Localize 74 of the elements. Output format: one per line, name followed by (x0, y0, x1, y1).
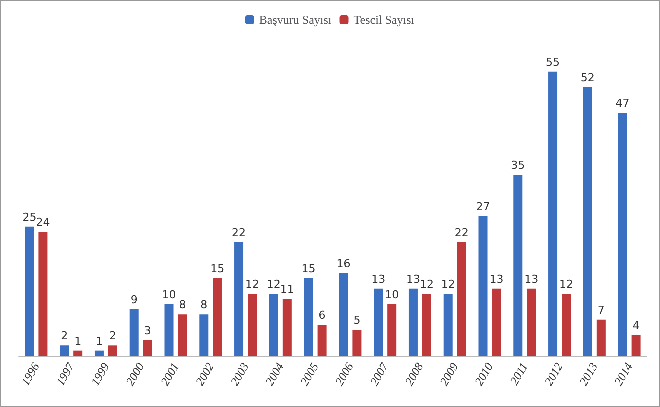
data-label: 35 (511, 159, 526, 172)
bar (213, 278, 222, 356)
bar (25, 226, 34, 356)
bar (234, 242, 244, 356)
legend-label: Tescil Sayısı (354, 13, 416, 27)
bar (388, 304, 397, 356)
bar (457, 242, 466, 356)
data-label: 11 (280, 283, 294, 296)
data-label: 27 (476, 200, 490, 214)
bar (444, 294, 453, 356)
bar (164, 304, 174, 356)
bar (282, 299, 292, 356)
data-label: 12 (441, 278, 456, 291)
bar (514, 175, 523, 356)
data-label: 15 (302, 262, 316, 276)
data-label: 4 (632, 319, 640, 332)
data-label: 9 (130, 294, 138, 306)
data-label: 13 (490, 272, 504, 286)
data-label: 47 (616, 97, 630, 110)
data-label: 22 (454, 226, 469, 240)
data-label: 52 (580, 71, 595, 84)
bar (374, 288, 384, 356)
data-label: 5 (354, 314, 361, 328)
data-label: 6 (318, 309, 326, 322)
bar (422, 294, 432, 356)
data-label: 16 (336, 257, 351, 270)
bar (178, 314, 188, 356)
data-label: 3 (144, 324, 152, 338)
bar (548, 72, 558, 356)
bar (339, 273, 348, 356)
bar (60, 346, 70, 356)
bar (583, 87, 592, 356)
bar (38, 232, 48, 356)
data-label: 24 (36, 216, 50, 229)
bar (596, 320, 606, 356)
data-label: 10 (162, 288, 176, 302)
bar (200, 314, 209, 356)
legend-label: Başvuru Sayısı (259, 13, 332, 27)
data-label: 2 (109, 330, 116, 343)
bar (74, 350, 83, 356)
data-label: 13 (372, 272, 386, 286)
data-label: 12 (246, 278, 260, 291)
data-label: 2 (61, 330, 68, 343)
data-label: 13 (406, 272, 420, 286)
bar (632, 335, 641, 356)
data-label: 1 (74, 334, 82, 348)
bar (478, 216, 488, 356)
bar (248, 294, 258, 356)
bar (269, 294, 278, 356)
bar (94, 350, 104, 356)
data-label: 55 (546, 56, 560, 69)
data-label: 1 (96, 334, 103, 348)
data-label: 12 (420, 278, 434, 291)
data-label: 7 (598, 304, 605, 317)
bar (408, 288, 418, 356)
bar (352, 330, 362, 356)
bar (143, 340, 152, 356)
data-label: 8 (200, 298, 208, 312)
data-label: 15 (210, 262, 225, 276)
bar (304, 278, 314, 356)
data-label: 22 (232, 226, 246, 240)
data-label: 12 (266, 278, 281, 291)
data-label: 25 (22, 210, 37, 224)
bar (108, 346, 118, 356)
bar (527, 288, 536, 356)
bar (130, 310, 139, 356)
data-label: 12 (560, 278, 574, 291)
bar (562, 294, 572, 356)
data-label: 8 (179, 298, 186, 312)
bar (618, 113, 628, 356)
data-label: 13 (524, 272, 539, 286)
bar (318, 325, 327, 356)
data-label: 10 (385, 288, 400, 302)
bar (492, 288, 502, 356)
